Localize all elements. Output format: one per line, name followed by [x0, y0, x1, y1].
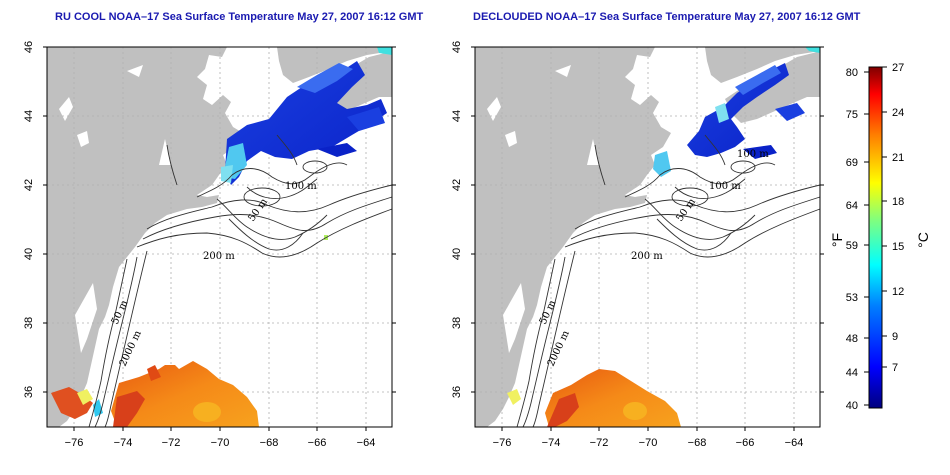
right-lon-tick: −70: [639, 437, 658, 449]
colorbar-f-tick: 64: [846, 200, 858, 212]
left-map-title: RU COOL NOAA–17 Sea Surface Temperature …: [55, 11, 424, 23]
colorbar-c-tick: 27: [892, 62, 904, 74]
right-map-title: DECLOUDED NOAA–17 Sea Surface Temperatur…: [473, 11, 861, 23]
left-lat-tick: 36: [23, 386, 35, 398]
right-contour-label: 100 m: [737, 149, 769, 160]
right-gridlines: [475, 46, 820, 427]
colorbar-f-tick: 69: [846, 157, 858, 169]
left-contour-label: 100 m: [285, 181, 317, 192]
colorbar-fahrenheit-label: °F: [829, 233, 845, 247]
colorbar-c-tick: 12: [892, 286, 904, 298]
left-sst-warm-patch: [51, 361, 259, 427]
left-lat-tick: 40: [23, 248, 35, 260]
left-lon-tick: −76: [65, 437, 84, 449]
left-map: 100 m 50 m 200 m 50 m 2000 m: [46, 46, 393, 428]
left-contour-label: 200 m: [203, 251, 235, 262]
right-lon-tick: −64: [785, 437, 804, 449]
left-sst-cold-patch: [221, 47, 392, 240]
right-lat-tick: 44: [451, 110, 463, 122]
right-lon-tick: −76: [493, 437, 512, 449]
right-lon-tick: −72: [590, 437, 609, 449]
right-contour-label: 100 m: [709, 181, 741, 192]
right-map: 100 m 50 m 100 m 200 m 50 m 2000 m: [474, 46, 821, 428]
colorbar-c-tick: 15: [892, 241, 904, 253]
colorbar-f-tick: 48: [846, 333, 858, 345]
left-axis-ticks: [43, 46, 396, 431]
colorbar: 80 75 69 64 59 53 48 44 40 27 24 21 18 1…: [829, 62, 931, 412]
right-lat-tick: 46: [451, 41, 463, 53]
right-contour-label: 200 m: [631, 251, 663, 262]
colorbar-f-tick: 53: [846, 292, 858, 304]
colorbar-gradient: [868, 66, 883, 409]
right-lat-tick: 38: [451, 317, 463, 329]
left-lat-tick: 44: [23, 110, 35, 122]
right-lat-tick: 36: [451, 386, 463, 398]
right-lat-tick: 40: [451, 248, 463, 260]
right-sst-warm-patch: [507, 369, 681, 427]
right-sst-cold-patch: [653, 47, 820, 177]
colorbar-f-tick: 59: [846, 240, 858, 252]
left-lat-tick: 38: [23, 317, 35, 329]
right-lon-tick: −66: [736, 437, 755, 449]
right-axis-ticks: [471, 46, 824, 431]
left-lon-tick: −74: [114, 437, 133, 449]
colorbar-c-tick: 9: [892, 331, 898, 343]
left-gridlines: [47, 46, 392, 427]
colorbar-f-tick: 75: [846, 109, 858, 121]
left-lon-tick: −68: [260, 437, 279, 449]
left-lat-tick: 46: [23, 41, 35, 53]
right-lat-tick: 42: [451, 179, 463, 191]
colorbar-c-tick: 7: [892, 362, 898, 374]
left-lon-tick: −64: [357, 437, 376, 449]
colorbar-f-tick: 80: [846, 67, 858, 79]
colorbar-f-tick: 40: [846, 400, 858, 412]
left-lat-tick: 42: [23, 179, 35, 191]
left-lon-tick: −66: [308, 437, 327, 449]
right-lon-tick: −74: [542, 437, 561, 449]
colorbar-c-tick: 21: [892, 152, 904, 164]
colorbar-celsius-label: °C: [915, 232, 931, 248]
right-lon-tick: −68: [688, 437, 707, 449]
left-lon-tick: −70: [211, 437, 230, 449]
colorbar-c-tick: 18: [892, 196, 904, 208]
colorbar-f-tick: 44: [846, 367, 858, 379]
colorbar-c-tick: 24: [892, 107, 904, 119]
left-lon-tick: −72: [162, 437, 181, 449]
